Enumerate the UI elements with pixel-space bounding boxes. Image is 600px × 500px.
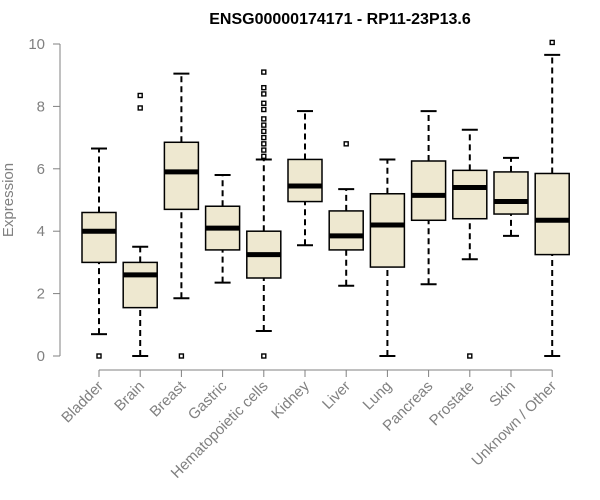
y-axis: 0 2 4 6 8 10 [28,36,61,365]
x-tick-label: Prostate [426,378,478,430]
outlier-point [261,106,267,113]
box-iqr [122,261,158,309]
box-group [122,92,158,357]
outlier-point [343,141,349,147]
chart-title: ENSG00000174171 - RP11-23P13.6 [209,11,471,28]
box-iqr [452,169,488,220]
outlier-point [178,353,185,359]
outlier-point [261,84,267,91]
outlier-point [261,134,267,141]
x-tick-label: Lung [360,378,396,414]
y-tick-label: 2 [37,286,45,303]
box-iqr [410,160,447,222]
box-group [534,39,570,357]
box-iqr [369,193,406,268]
outlier-point [261,91,267,97]
y-tick-label: 8 [37,98,45,115]
outlier-point [261,353,267,359]
outlier-point [549,39,555,46]
outlier-point [261,100,267,106]
outlier-point [261,128,267,135]
outlier-point [261,69,267,75]
box-iqr [163,141,200,211]
x-tick-label: Bladder [58,378,107,427]
box-group [452,128,488,359]
outlier-point [137,92,143,99]
outlier-point [467,353,473,359]
x-tick-label: Skin [486,378,519,411]
box-group [493,156,529,237]
y-tick-label: 10 [28,36,45,53]
box-iqr [81,211,117,264]
outlier-point [261,147,267,153]
box-group [328,141,364,287]
x-tick-label: Brain [111,378,148,415]
plot-area [81,39,570,359]
box-iqr [493,171,529,215]
y-tick-label: 0 [37,348,45,365]
x-tick-label: Breast [147,377,190,420]
box-iqr [534,172,570,256]
y-tick-label: 6 [37,161,45,178]
outlier-point [261,141,267,147]
outlier-point [261,116,267,122]
box-group [410,110,447,286]
x-tick-label: Liver [319,378,354,413]
y-axis-label: Expression [0,163,17,237]
outlier-point [261,153,267,160]
box-iqr [287,158,323,203]
outlier-point [261,122,267,128]
box-group [163,72,200,359]
box-group [81,147,117,359]
outlier-point [137,105,143,111]
y-tick-label: 4 [37,223,45,240]
box-iqr [328,210,364,251]
outlier-point [96,353,102,359]
box-group [246,69,282,359]
box-group [204,174,241,284]
x-tick-label: Kidney [268,377,313,422]
box-group [287,110,323,247]
box-group [369,158,406,357]
